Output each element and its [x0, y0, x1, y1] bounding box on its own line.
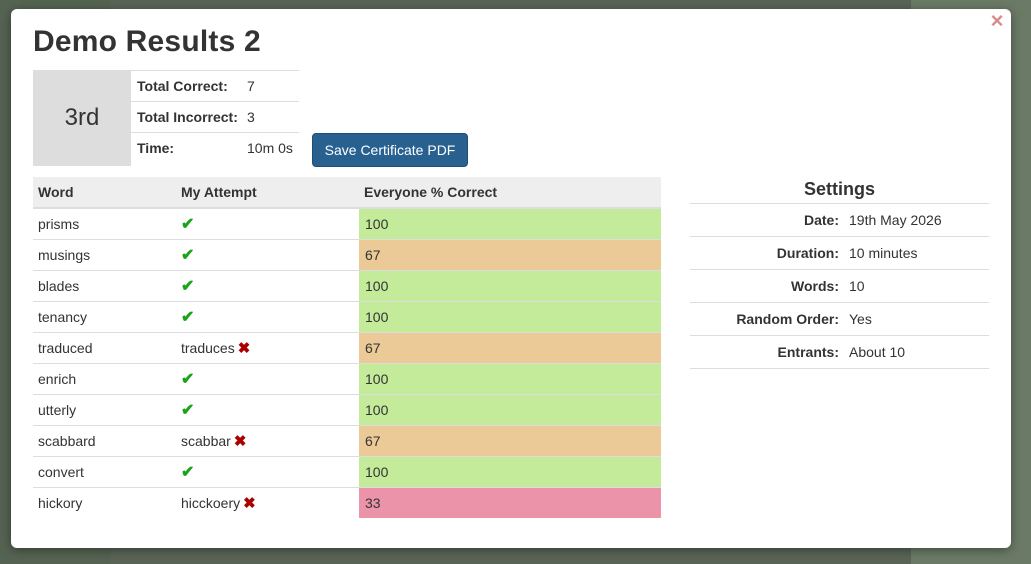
attempt-cell: ✔ — [176, 301, 359, 333]
percent-cell: 100 — [359, 394, 661, 426]
attempt-cell: ✔ — [176, 270, 359, 302]
summary-row-correct: Total Correct: 7 — [131, 70, 299, 102]
percent-cell: 100 — [359, 301, 661, 333]
word-cell: scabbard — [33, 425, 176, 457]
checkmark-icon: ✔ — [181, 464, 195, 481]
rank-badge: 3rd — [33, 70, 131, 166]
settings-value: 10 — [849, 269, 989, 303]
settings-label: Words: — [690, 269, 849, 303]
results-table: Word My Attempt Everyone % Correct prism… — [33, 177, 661, 518]
checkmark-icon: ✔ — [181, 309, 195, 326]
summary-table: Total Correct: 7 Total Incorrect: 3 Time… — [131, 70, 299, 163]
save-certificate-button[interactable]: Save Certificate PDF — [312, 133, 468, 167]
word-cell: convert — [33, 456, 176, 488]
attempt-cell: ✔ — [176, 207, 359, 240]
checkmark-icon: ✔ — [181, 216, 195, 233]
checkmark-icon: ✔ — [181, 278, 195, 295]
summary-value: 3 — [241, 101, 299, 133]
table-row: traduced traduces ✖ 67 — [33, 332, 661, 364]
cross-icon: ✖ — [233, 433, 247, 450]
attempt-cell: ✔ — [176, 363, 359, 395]
table-row: enrich ✔ 100 — [33, 363, 661, 395]
table-row: tenancy ✔ 100 — [33, 301, 661, 333]
summary-label: Total Incorrect: — [131, 101, 241, 133]
table-row: convert ✔ 100 — [33, 456, 661, 488]
settings-row-date: Date: 19th May 2026 — [690, 203, 989, 237]
attempt-text: scabbar — [181, 433, 231, 449]
table-row: hickory hicckoery ✖ 33 — [33, 487, 661, 518]
word-cell: utterly — [33, 394, 176, 426]
percent-cell: 67 — [359, 425, 661, 457]
percent-cell: 67 — [359, 332, 661, 364]
cross-icon: ✖ — [243, 495, 256, 512]
percent-cell: 100 — [359, 207, 661, 240]
settings-value: About 10 — [849, 335, 989, 369]
settings-label: Random Order: — [690, 302, 849, 336]
settings-value: 19th May 2026 — [849, 203, 989, 237]
column-header-attempt: My Attempt — [176, 177, 359, 209]
word-cell: hickory — [33, 487, 176, 518]
word-cell: traduced — [33, 332, 176, 364]
settings-title: Settings — [803, 179, 875, 199]
summary-label: Time: — [131, 132, 241, 163]
settings-label: Date: — [690, 203, 849, 237]
results-body: prisms ✔ 100 musings ✔ 67 blades ✔ 100 tenancy ✔ 10… — [33, 207, 661, 518]
attempt-text: traduces — [181, 340, 235, 356]
results-header-row: Word My Attempt Everyone % Correct — [33, 177, 661, 209]
percent-cell: 67 — [359, 239, 661, 271]
summary-label: Total Correct: — [131, 70, 241, 102]
percent-cell: 100 — [359, 456, 661, 488]
summary-row-incorrect: Total Incorrect: 3 — [131, 101, 299, 133]
checkmark-icon: ✔ — [181, 247, 195, 264]
settings-row-duration: Duration: 10 minutes — [690, 236, 989, 270]
checkmark-icon: ✔ — [181, 371, 195, 388]
word-cell: prisms — [33, 207, 176, 240]
table-row: musings ✔ 67 — [33, 239, 661, 271]
word-cell: tenancy — [33, 301, 176, 333]
summary-value: 7 — [241, 70, 299, 102]
word-cell: enrich — [33, 363, 176, 395]
attempt-text: hicckoery — [181, 495, 241, 511]
settings-row-entrants: Entrants: About 10 — [690, 335, 989, 369]
word-cell: musings — [33, 239, 176, 271]
settings-value: Yes — [849, 302, 989, 336]
checkmark-icon: ✔ — [181, 402, 195, 419]
close-icon[interactable]: × — [990, 8, 1004, 33]
settings-label: Duration: — [690, 236, 849, 270]
results-modal: × Demo Results 2 3rd Total Correct: 7 To… — [11, 9, 1011, 548]
attempt-cell: hicckoery ✖ — [176, 487, 359, 518]
attempt-cell: ✔ — [176, 239, 359, 271]
attempt-cell: traduces ✖ — [176, 332, 359, 364]
cross-icon: ✖ — [237, 340, 251, 357]
table-row: scabbard scabbar ✖ 67 — [33, 425, 661, 457]
attempt-cell: ✔ — [176, 394, 359, 426]
percent-cell: 33 — [359, 487, 661, 518]
table-row: utterly ✔ 100 — [33, 394, 661, 426]
attempt-cell: ✔ — [176, 456, 359, 488]
summary-value: 10m 0s — [241, 132, 299, 163]
attempt-cell: scabbar ✖ — [176, 425, 359, 457]
settings-label: Entrants: — [690, 335, 849, 369]
settings-row-words: Words: 10 — [690, 269, 989, 303]
column-header-percent: Everyone % Correct — [359, 177, 661, 209]
percent-cell: 100 — [359, 270, 661, 302]
column-header-word: Word — [33, 177, 176, 209]
summary-row-time: Time: 10m 0s — [131, 132, 299, 163]
table-row: prisms ✔ 100 — [33, 207, 661, 240]
word-cell: blades — [33, 270, 176, 302]
page-title: Demo Results 2 — [33, 25, 261, 58]
percent-cell: 100 — [359, 363, 661, 395]
settings-table: Date: 19th May 2026 Duration: 10 minutes… — [690, 203, 989, 369]
table-row: blades ✔ 100 — [33, 270, 661, 302]
settings-row-random-order: Random Order: Yes — [690, 302, 989, 336]
settings-value: 10 minutes — [849, 236, 989, 270]
